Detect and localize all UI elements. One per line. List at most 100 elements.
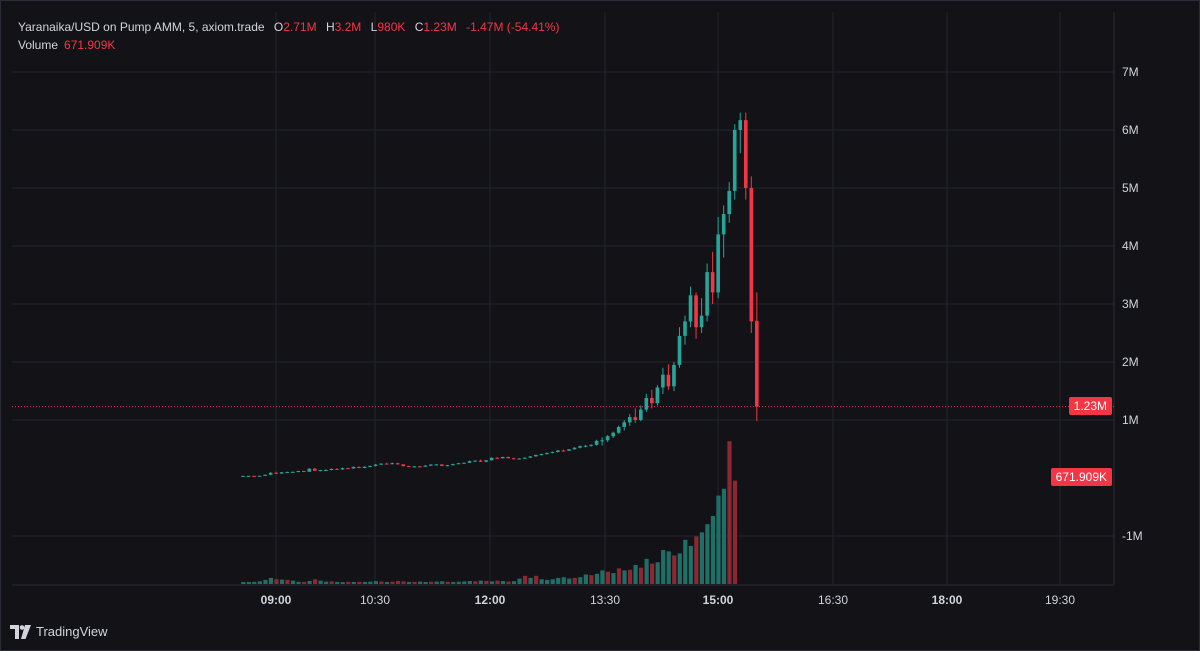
volume-bar [694, 536, 699, 584]
candle [368, 465, 372, 468]
candle-body [743, 120, 748, 188]
volume-label[interactable]: Volume [18, 38, 59, 52]
volume-bar [456, 581, 461, 584]
candle [462, 462, 466, 464]
candle-body [440, 464, 444, 466]
candle [589, 444, 593, 447]
candle-body [639, 409, 643, 420]
candle-body [335, 468, 339, 470]
candle-body [511, 458, 516, 460]
candle-body [644, 397, 649, 410]
y-tick-label: 2M [1122, 355, 1139, 369]
candle-body [263, 474, 267, 476]
volume-bar [650, 563, 655, 584]
volume-bar [627, 569, 633, 584]
candle [296, 470, 301, 473]
candle [655, 385, 660, 406]
volume-bar [500, 581, 506, 584]
candle [456, 462, 461, 465]
candle-body [627, 417, 632, 423]
volume-bar [666, 551, 671, 584]
candle-body [412, 466, 417, 468]
candle [605, 435, 610, 443]
volume-bar [556, 577, 561, 584]
volume-bar [462, 581, 467, 584]
legend-volume: Volume 671.909K [18, 38, 115, 52]
volume-bar [362, 581, 367, 584]
volume-bar [489, 581, 495, 584]
volume-bars [241, 441, 738, 584]
volume-bar [268, 577, 274, 584]
change-value: -1.47M (-54.41%) [466, 20, 560, 34]
candle-body [534, 454, 538, 457]
candle [268, 472, 273, 476]
candle [346, 467, 350, 470]
candle-body [445, 465, 450, 467]
candle [511, 457, 516, 460]
candle-body [583, 445, 588, 447]
candle [666, 364, 671, 390]
candle-body [423, 465, 428, 467]
candle-body [716, 234, 720, 293]
candle [290, 471, 295, 473]
candle [677, 327, 682, 368]
candle [644, 393, 649, 412]
candle [412, 465, 417, 468]
volume-bar [506, 581, 511, 584]
candle [418, 465, 422, 468]
last-price-tag: 1.23M [1068, 397, 1112, 415]
candle-body [755, 320, 759, 407]
candle [688, 286, 693, 328]
candle-body [307, 468, 312, 472]
candle-body [384, 463, 389, 465]
candle-body [710, 272, 715, 293]
candle [478, 459, 483, 462]
candle [550, 451, 555, 454]
high-value: 3.2M [334, 20, 362, 34]
volume-bar [639, 567, 644, 584]
candle [285, 471, 289, 474]
volume-bar [605, 571, 611, 584]
candle [313, 467, 317, 472]
candle [489, 457, 494, 461]
low-value: 980K [377, 20, 406, 34]
x-tick-label: 16:30 [818, 593, 848, 607]
candle-body [561, 450, 566, 452]
volume-bar [274, 579, 279, 584]
volume-bar [285, 579, 290, 584]
volume-bar [727, 441, 732, 584]
symbol-title[interactable]: Yaranaika/USD on Pump AMM, 5, axiom.trad… [18, 20, 265, 34]
candle-body [749, 188, 754, 322]
candle [522, 457, 527, 459]
x-tick-label: 18:00 [932, 593, 963, 607]
candle [721, 205, 726, 258]
candle-body [589, 444, 593, 446]
volume-bar [478, 580, 483, 584]
candle [661, 367, 665, 394]
candle [694, 292, 698, 339]
candle [578, 445, 582, 449]
volume-bar [340, 582, 345, 584]
volume-bar [495, 580, 500, 584]
low-label: L [370, 20, 378, 34]
tradingview-logo[interactable]: TradingView [10, 624, 108, 639]
candle-body [324, 469, 328, 471]
candle [467, 460, 472, 464]
volume-bar [583, 574, 588, 584]
candle-body [313, 468, 317, 471]
candle-body [268, 472, 273, 475]
candle [390, 462, 394, 465]
candle [727, 182, 731, 223]
candle [556, 450, 560, 453]
candle-body [290, 471, 295, 473]
candle-body [489, 457, 494, 461]
candle [263, 474, 267, 476]
volume-bar [423, 581, 428, 584]
candle-body [279, 472, 284, 474]
candle-body [246, 475, 251, 477]
candle-body [572, 447, 577, 450]
candle [484, 460, 488, 463]
volume-bar [539, 579, 544, 584]
